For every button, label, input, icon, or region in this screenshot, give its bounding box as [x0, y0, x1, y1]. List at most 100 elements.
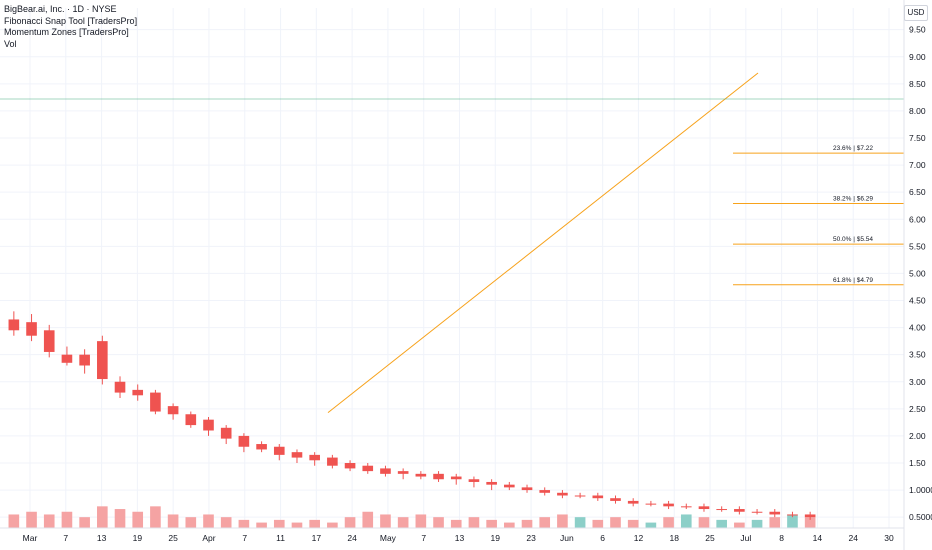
candle-body: [787, 514, 798, 516]
candle-body: [309, 454, 320, 461]
candle-body: [256, 444, 267, 450]
candle-body: [8, 319, 20, 331]
candle-body: [397, 471, 409, 474]
candle-body: [804, 514, 816, 518]
swing-line: [327, 72, 759, 414]
time-tick-label: May: [380, 533, 397, 543]
price-tick-label: 4.00: [909, 323, 926, 333]
price-tick-label: 7.00: [909, 160, 926, 170]
price-tick-label: 8.00: [909, 106, 926, 116]
indicator-fibonacci-snap[interactable]: Fibonacci Snap Tool [TradersPro]: [4, 15, 138, 26]
candlesticks: [8, 311, 816, 520]
volume-bar: [751, 519, 763, 528]
volume-bar: [663, 517, 674, 528]
price-tick-label: 9.50: [909, 25, 926, 35]
candle-body: [114, 381, 126, 393]
volume-bar: [769, 517, 781, 528]
candle-body: [132, 389, 144, 396]
candle-body: [433, 473, 444, 480]
volume-bar: [433, 517, 444, 528]
price-tick-label: 2.50: [909, 404, 926, 414]
candle-body: [203, 419, 214, 431]
fib-level-label: 61.8% | $4.79: [833, 277, 873, 284]
volume-bar: [468, 517, 480, 528]
volume-bar: [61, 511, 73, 528]
fibonacci-swing-line: [327, 72, 759, 414]
candle-body: [43, 330, 55, 352]
candle-body: [327, 457, 338, 466]
volume-bar: [8, 514, 20, 528]
volume-bar: [220, 517, 232, 528]
volume-bar: [203, 514, 214, 528]
volume-bar: [362, 511, 374, 528]
chart-grid: [0, 8, 904, 528]
volume-bar: [256, 522, 267, 528]
volume-bar: [521, 519, 533, 528]
candle-body: [521, 487, 533, 491]
volume-bar: [344, 517, 356, 528]
candle-body: [486, 481, 497, 485]
candle-body: [592, 495, 604, 499]
price-tick-label: 1.50: [909, 458, 926, 468]
volume-bar: [79, 517, 90, 528]
volume-bar: [97, 506, 108, 528]
fib-level-label: 38.2% | $6.29: [833, 196, 873, 203]
time-tick-label: 17: [312, 533, 322, 543]
time-tick-label: 23: [526, 533, 536, 543]
fib-level-label: 23.6% | $7.22: [833, 145, 873, 152]
candle-body: [97, 341, 108, 380]
volume-bar: [645, 522, 657, 528]
time-tick-label: Jul: [740, 533, 751, 543]
indicator-volume[interactable]: Vol: [4, 38, 17, 49]
candle-body: [79, 354, 90, 366]
time-tick-label: 13: [455, 533, 465, 543]
volume-bar: [680, 514, 692, 528]
price-axis-bg: [904, 0, 932, 550]
volume-bar: [592, 519, 604, 528]
candle-body: [769, 511, 781, 515]
candle-body: [574, 495, 586, 497]
candle-body: [734, 509, 745, 512]
time-tick-label: 6: [600, 533, 605, 543]
candle-body: [698, 506, 710, 510]
candle-body: [415, 473, 427, 477]
volume-bar: [43, 514, 55, 528]
time-tick-label: 19: [491, 533, 501, 543]
candle-body: [751, 511, 763, 513]
price-tick-label: 4.50: [909, 296, 926, 306]
fib-level-label: 50.0% | $5.54: [833, 236, 873, 243]
price-tick-label: 7.50: [909, 133, 926, 143]
time-tick-label: 24: [848, 533, 858, 543]
indicator-momentum-zones[interactable]: Momentum Zones [TradersPro]: [4, 27, 129, 37]
price-tick-label: 3.50: [909, 350, 926, 360]
time-tick-label: 30: [884, 533, 894, 543]
currency-button[interactable]: USD: [904, 5, 928, 21]
volume-bar: [26, 511, 37, 528]
candle-body: [380, 468, 391, 474]
price-tick-label: 2.00: [909, 431, 926, 441]
time-tick-label: 13: [97, 533, 107, 543]
time-tick-label: 8: [779, 533, 784, 543]
symbol-title[interactable]: BigBear.ai, Inc. · 1D · NYSE: [4, 4, 117, 14]
candle-body: [185, 414, 197, 426]
time-axis: Mar 7 13 19 25 Apr 7 11 17 24 May 7 13 19 23 Jun 6 12 18 25…: [0, 527, 904, 543]
candle-body: [610, 498, 621, 501]
time-tick-label: Jun: [560, 533, 574, 543]
volume-bars: [8, 506, 816, 528]
time-tick-label: 19: [133, 533, 143, 543]
price-tick-label: 0.5000: [909, 512, 932, 522]
volume-bar: [610, 517, 621, 528]
volume-bar: [238, 519, 250, 528]
volume-bar: [273, 519, 285, 528]
time-tick-label: 7: [242, 533, 247, 543]
price-tick-label: 6.50: [909, 187, 926, 197]
volume-bar: [291, 522, 303, 528]
fibonacci-levels: 23.6% | $7.22 38.2% | $6.29 50.0% | $5.54 6…: [733, 145, 904, 286]
candle-body: [167, 406, 179, 415]
time-tick-label: 25: [705, 533, 715, 543]
candle-body: [504, 484, 515, 488]
volume-bar: [698, 517, 710, 528]
candle-body: [450, 476, 462, 480]
